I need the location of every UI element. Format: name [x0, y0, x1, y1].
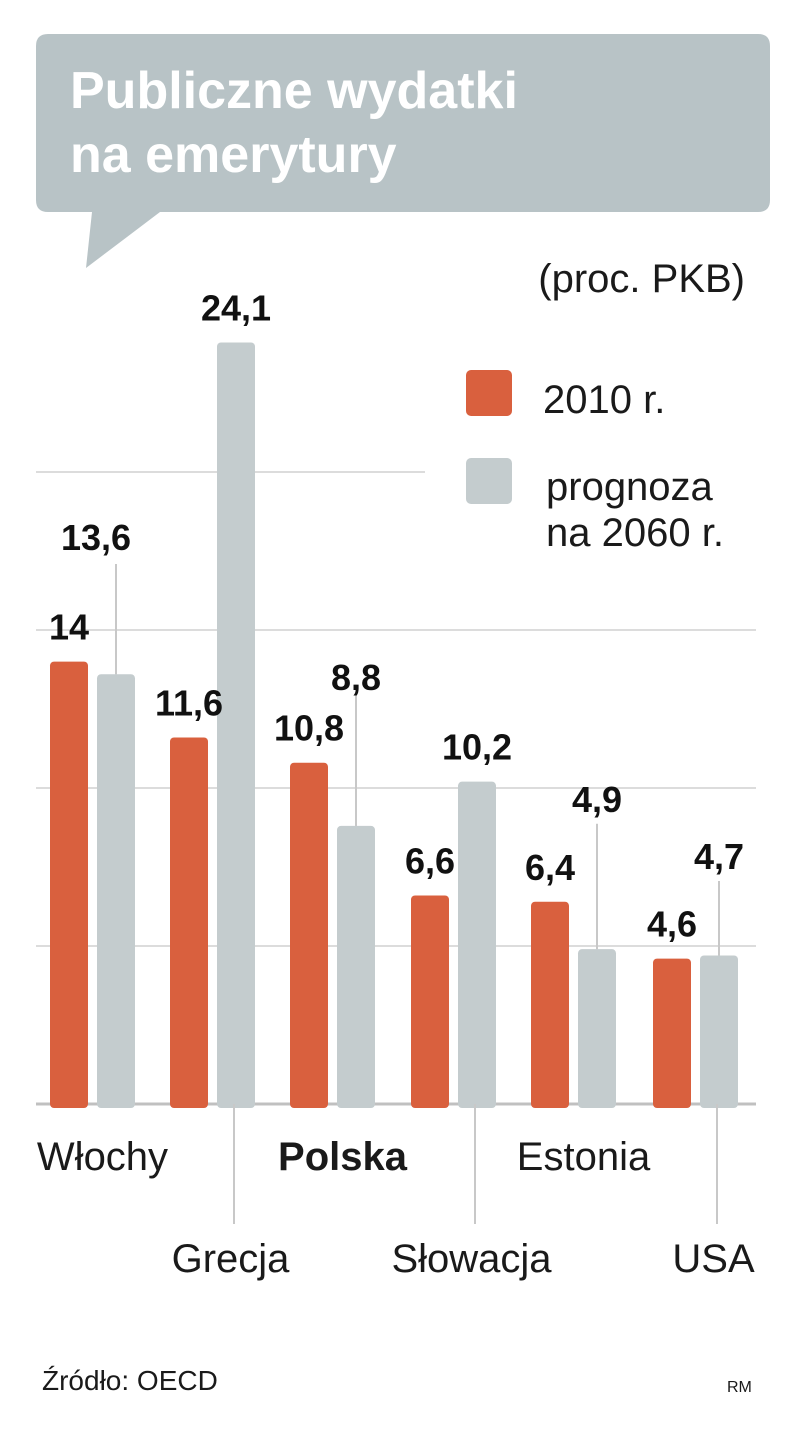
- chart-unit: (proc. PKB): [538, 257, 745, 301]
- bar-2010-5: [653, 958, 691, 1108]
- category-label-5: USA: [672, 1237, 755, 1281]
- value-label-2010-4: 6,4: [525, 847, 575, 888]
- legend-label-2060-line-1: prognoza: [546, 465, 714, 509]
- value-label-2060-2: 8,8: [331, 657, 381, 698]
- category-label-0: Włochy: [37, 1135, 168, 1179]
- bar-2060-4: [578, 949, 616, 1108]
- bar-2010-3: [411, 895, 449, 1108]
- legend-label-2060-line-2: na 2060 r.: [546, 511, 724, 555]
- value-label-2010-2: 10,8: [274, 708, 344, 749]
- bar-2060-1: [217, 342, 255, 1108]
- category-label-3: Słowacja: [391, 1237, 552, 1281]
- bar-2060-5: [700, 955, 738, 1108]
- chart-title-line-2: na emerytury: [70, 126, 397, 184]
- bar-2060-2: [337, 825, 375, 1108]
- value-label-2010-5: 4,6: [647, 904, 697, 945]
- bar-2010-4: [531, 901, 569, 1108]
- value-label-2010-0: 14: [49, 607, 89, 648]
- bar-2010-0: [50, 661, 88, 1108]
- category-label-1: Grecja: [172, 1237, 291, 1281]
- category-label-4: Estonia: [517, 1135, 651, 1179]
- legend-label-2010: 2010 r.: [543, 378, 665, 422]
- value-label-2060-5: 4,7: [694, 836, 744, 877]
- legend-swatch-2010: [466, 370, 512, 416]
- legend: 2010 r. prognoza na 2060 r.: [466, 370, 724, 555]
- bar-2060-0: [97, 674, 135, 1108]
- value-label-2060-4: 4,9: [572, 779, 622, 820]
- value-label-2010-3: 6,6: [405, 840, 455, 881]
- title-box: [36, 34, 770, 268]
- chart-title-line-1: Publiczne wydatki: [70, 62, 518, 120]
- bar-2010-2: [290, 762, 328, 1108]
- value-labels: 14 13,6 11,6 24,1 10,8 8,8 6,6 10,2 6,4 4,9 4,6 4,7: [49, 287, 744, 944]
- legend-swatch-2060: [466, 458, 512, 504]
- value-label-2060-3: 10,2: [442, 727, 512, 768]
- value-label-2060-0: 13,6: [61, 517, 131, 558]
- category-labels: Włochy Grecja Polska Słowacja Estonia USA: [37, 1104, 755, 1281]
- label-leader-lines: [115, 564, 720, 956]
- source-note: Źródło: OECD: [42, 1365, 218, 1396]
- value-label-2010-1: 11,6: [155, 682, 223, 723]
- category-label-2: Polska: [278, 1135, 408, 1179]
- author-credit: RM: [727, 1379, 752, 1396]
- gridlines: [36, 471, 756, 1106]
- bars: [50, 342, 738, 1108]
- value-label-2060-1: 24,1: [201, 287, 271, 328]
- bar-2060-3: [458, 781, 496, 1108]
- bar-2010-1: [170, 737, 208, 1108]
